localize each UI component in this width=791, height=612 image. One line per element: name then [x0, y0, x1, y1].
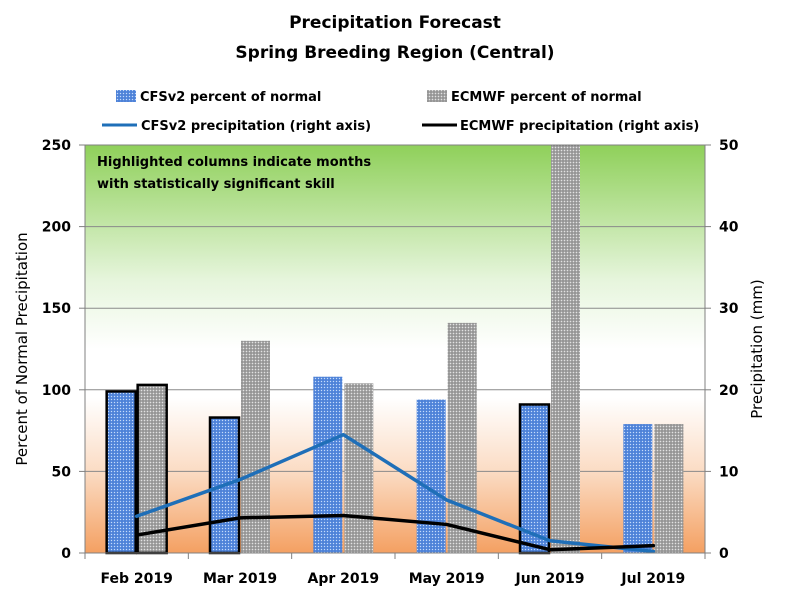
y-axis-right-ticks: 0 10 20 30 40 50: [705, 138, 739, 562]
x-tick-label: Jul 2019: [620, 571, 685, 587]
annotation: Highlighted columns indicate months with…: [97, 155, 371, 192]
cfsv2-bar: [518, 403, 551, 555]
ecmwf-bar: [136, 383, 168, 555]
cfsv2-bar: [105, 390, 137, 555]
x-tick-label: Jun 2019: [515, 571, 585, 587]
ecmwf-bar: [654, 424, 684, 553]
legend-label-cfsv2-line: CFSv2 precipitation (right axis): [141, 119, 371, 134]
x-tick-label: Feb 2019: [100, 571, 172, 587]
legend: CFSv2 percent of normal ECMWF percent of…: [102, 90, 699, 134]
y-axis-left-ticks: 0 50 100 150 200 250: [42, 138, 85, 562]
annotation-line-2: with statistically significant skill: [97, 177, 335, 192]
cfsv2-bar: [623, 424, 653, 553]
y-tick-label: 250: [42, 138, 71, 154]
ecmwf-bar: [344, 383, 374, 553]
x-tick-label: Mar 2019: [203, 571, 277, 587]
cfsv2-bar: [416, 399, 446, 553]
legend-label-ecmwf-line: ECMWF precipitation (right axis): [460, 119, 699, 134]
ecmwf-bar: [241, 340, 270, 553]
lines: [134, 432, 656, 554]
plot-area: [85, 145, 705, 553]
ecmwf-precip-line: [134, 513, 656, 552]
y-axis-label: Percent of Normal Precipitation: [13, 232, 31, 465]
legend-label-cfsv2-bar: CFSv2 percent of normal: [140, 90, 321, 105]
x-tick-label: Apr 2019: [308, 571, 380, 587]
y-tick-label: 200: [42, 220, 71, 236]
chart-title: Precipitation Forecast: [289, 13, 501, 33]
y2-tick-label: 40: [719, 220, 739, 236]
chart-subtitle: Spring Breeding Region (Central): [235, 43, 554, 63]
y2-tick-label: 50: [719, 138, 739, 154]
legend-swatch-ecmwf-bar: [427, 90, 447, 102]
ecmwf-bar: [551, 145, 580, 553]
annotation-line-1: Highlighted columns indicate months: [97, 155, 371, 170]
cfsv2-bar: [313, 376, 343, 553]
y2-tick-label: 10: [719, 464, 739, 480]
y2-tick-label: 0: [719, 546, 729, 562]
y2-tick-label: 20: [719, 383, 739, 399]
ecmwf-bar: [447, 322, 477, 553]
y-tick-label: 150: [42, 301, 71, 317]
y-tick-label: 0: [61, 546, 71, 562]
y2-axis-label: Precipitation (mm): [748, 279, 766, 418]
legend-label-ecmwf-bar: ECMWF percent of normal: [451, 90, 642, 105]
y-tick-label: 50: [52, 464, 72, 480]
x-axis-ticks: Feb 2019 Mar 2019 Apr 2019 May 2019 Jun 2019…: [84, 553, 706, 587]
legend-swatch-cfsv2-bar: [116, 90, 136, 102]
cfsv2-precip-line: [134, 432, 656, 554]
y-tick-label: 100: [42, 383, 71, 399]
y2-tick-label: 30: [719, 301, 739, 317]
x-tick-label: May 2019: [409, 571, 485, 587]
